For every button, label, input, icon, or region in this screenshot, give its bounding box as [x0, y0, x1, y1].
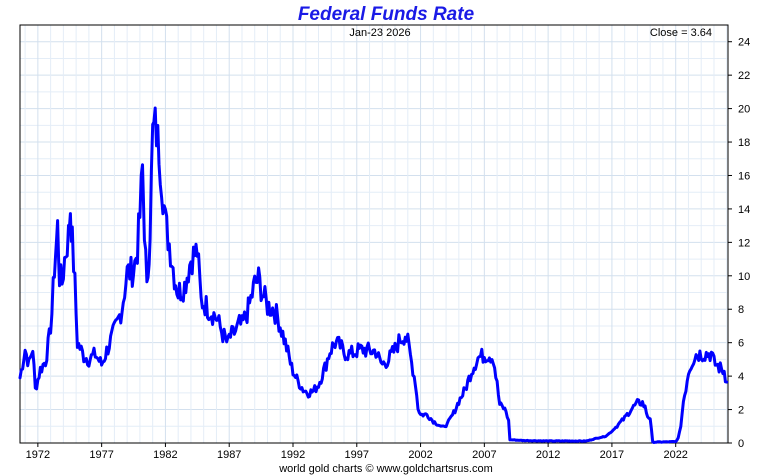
x-tick-label: 2002 [408, 449, 432, 461]
series-line [18, 106, 729, 444]
credit-text: world gold charts © www.goldchartsrus.co… [278, 463, 493, 475]
x-tick-label: 1977 [89, 449, 113, 461]
y-tick-label: 8 [738, 304, 744, 316]
date-label: Jan-23 2026 [349, 27, 410, 39]
y-tick-label: 2 [738, 405, 744, 417]
x-tick-label: 2007 [472, 449, 496, 461]
x-tick-label: 1972 [26, 449, 50, 461]
y-tick-label: 0 [738, 438, 744, 450]
x-tick-label: 2017 [600, 449, 624, 461]
x-tick-label: 1992 [281, 449, 305, 461]
x-tick-label: 2012 [536, 449, 560, 461]
y-tick-label: 6 [738, 338, 744, 350]
x-tick-label: 2022 [663, 449, 687, 461]
x-axis: 1972 1977 1982 1987 1992 1997 2002 2007 2012 2017… [26, 443, 688, 461]
y-tick-label: 12 [738, 237, 750, 249]
chart-title: Federal Funds Rate [298, 4, 475, 25]
y-tick-label: 24 [738, 37, 750, 49]
y-tick-label: 18 [738, 137, 750, 149]
x-tick-label: 1987 [217, 449, 241, 461]
y-tick-label: 10 [738, 271, 750, 283]
grid [20, 24, 728, 443]
x-tick-label: 1982 [153, 449, 177, 461]
y-tick-label: 16 [738, 170, 750, 182]
y-tick-label: 22 [738, 70, 750, 82]
plot-frame [19, 24, 729, 444]
x-tick-label: 1997 [345, 449, 369, 461]
y-tick-label: 20 [738, 104, 750, 116]
y-tick-label: 4 [738, 371, 744, 383]
close-label: Close = 3.64 [650, 27, 712, 39]
y-tick-label: 14 [738, 204, 750, 216]
